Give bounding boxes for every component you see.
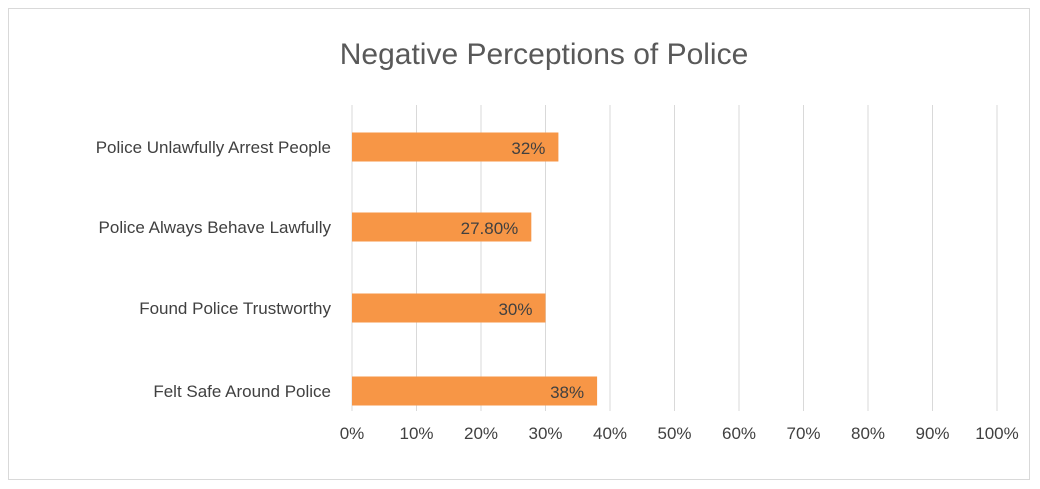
chart-svg: Negative Perceptions of Police Police Un… (96, 38, 1019, 443)
x-tick-label: 80% (851, 424, 885, 443)
data-label: 38% (550, 383, 584, 402)
x-tick-label: 50% (657, 424, 691, 443)
data-label: 27.80% (461, 219, 519, 238)
category-label: Found Police Trustworthy (139, 299, 331, 318)
x-tick-label: 0% (340, 424, 365, 443)
data-label: 32% (511, 139, 545, 158)
x-tick-label: 100% (975, 424, 1018, 443)
bar (352, 212, 532, 242)
data-label: 30% (498, 300, 532, 319)
x-tick-label: 60% (722, 424, 756, 443)
chart-frame: Negative Perceptions of Police Police Un… (8, 8, 1030, 480)
bar-layer (352, 132, 598, 406)
x-tick-label: 90% (915, 424, 949, 443)
category-layer: Police Unlawfully Arrest People Police Al… (96, 138, 332, 401)
label-layer: 32% 27.80% 30% 38% (461, 139, 584, 402)
bar (352, 293, 546, 323)
chart-title: Negative Perceptions of Police (340, 38, 749, 71)
x-tick-label: 30% (528, 424, 562, 443)
x-tick-label: 20% (464, 424, 498, 443)
bar (352, 132, 559, 162)
category-label: Felt Safe Around Police (153, 382, 331, 401)
x-tick-label: 10% (399, 424, 433, 443)
category-label: Police Unlawfully Arrest People (96, 138, 331, 157)
category-label: Police Always Behave Lawfully (99, 218, 332, 237)
bar (352, 376, 598, 406)
x-tick-label: 40% (593, 424, 627, 443)
tick-layer: 0% 10% 20% 30% 40% 50% 60% 70% 80% 90% 100% (340, 424, 1019, 443)
x-tick-label: 70% (786, 424, 820, 443)
